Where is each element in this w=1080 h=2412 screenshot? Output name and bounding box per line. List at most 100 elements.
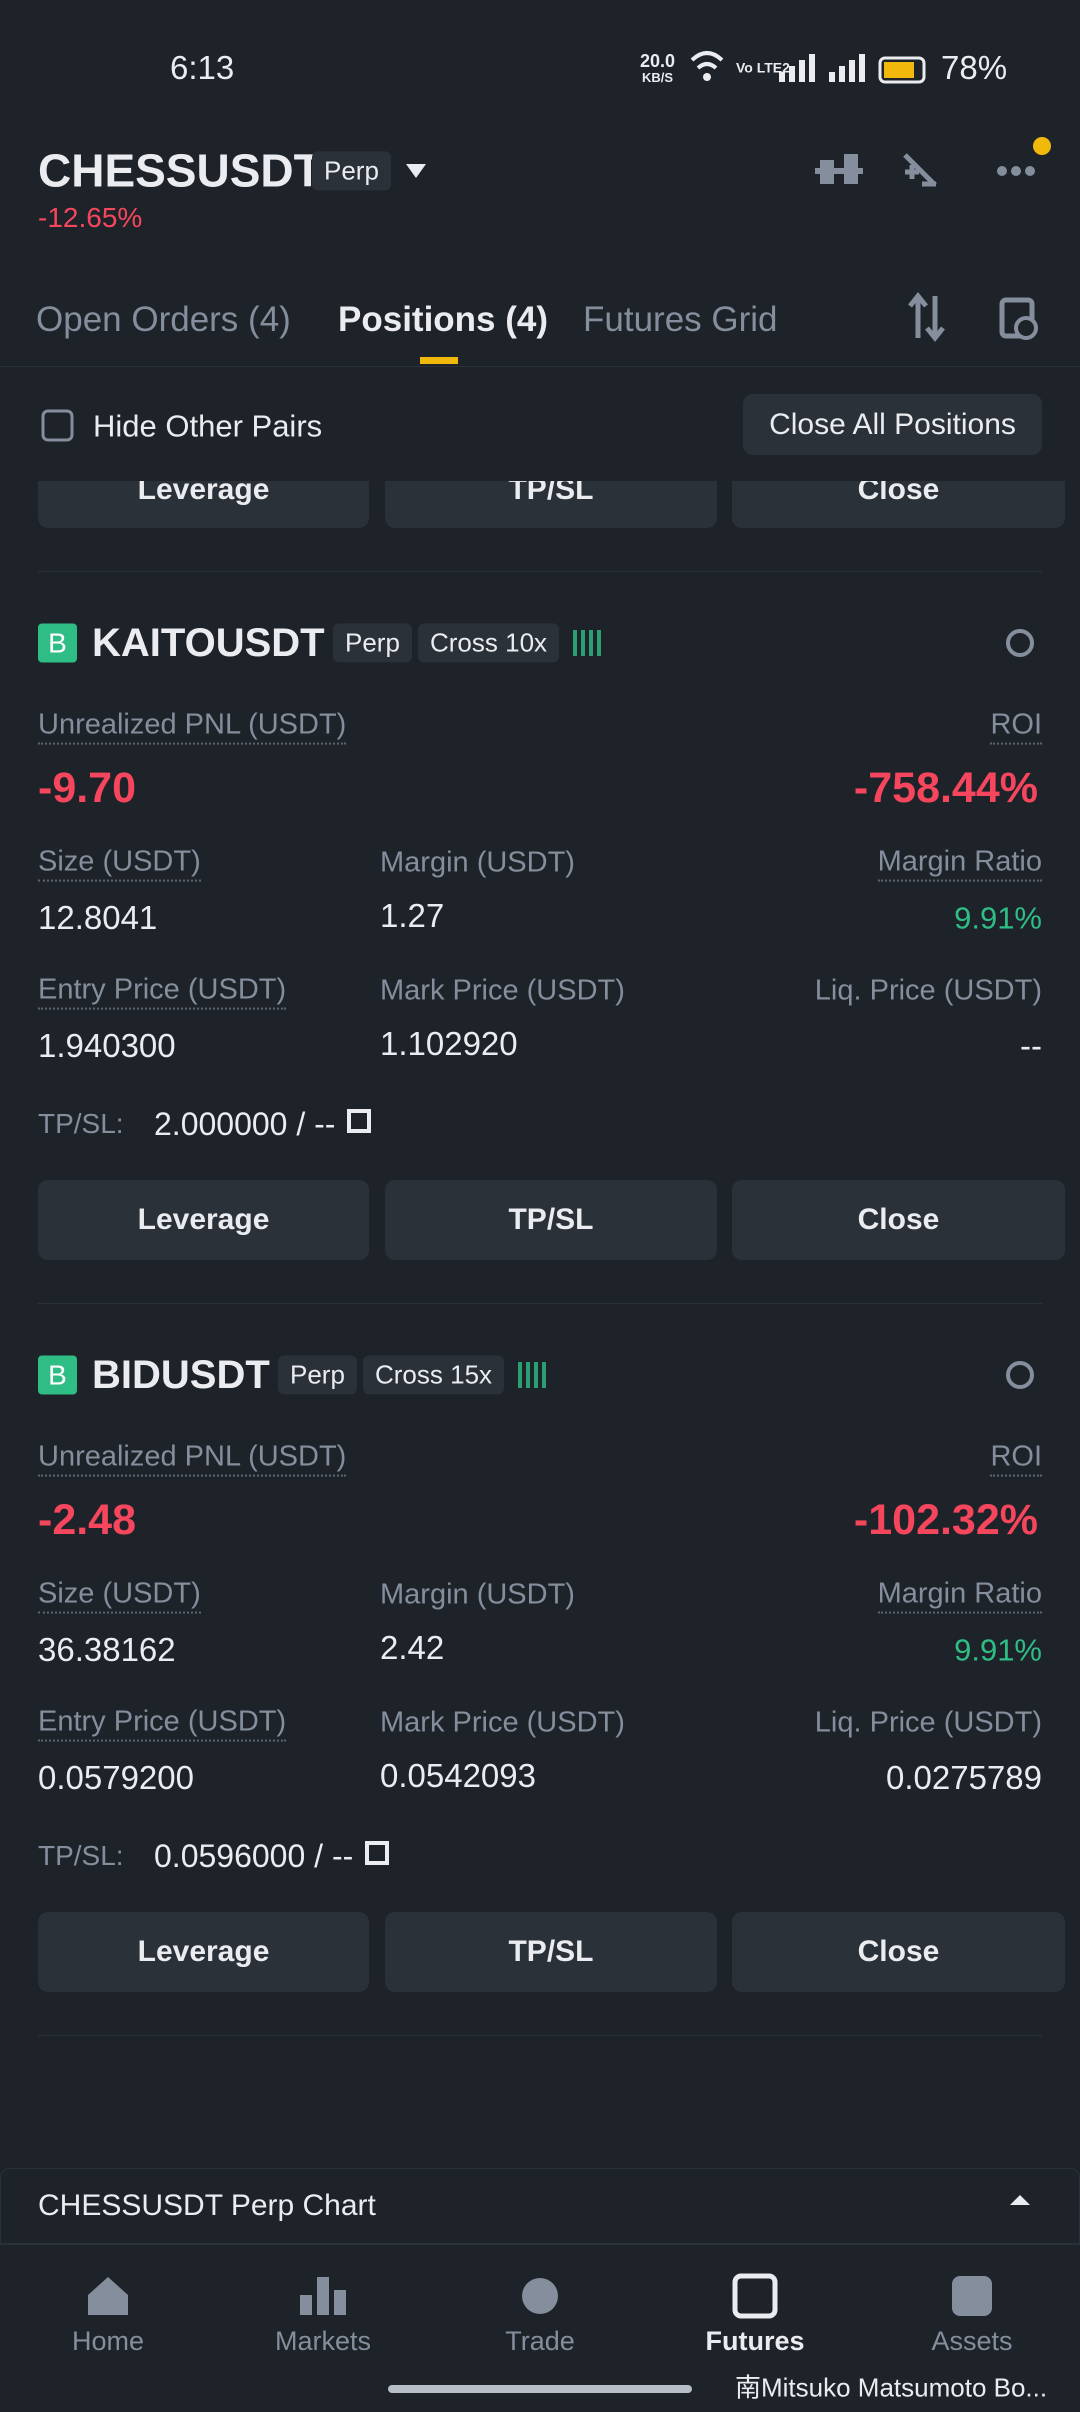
- margin-value: 2.42: [380, 1629, 445, 1667]
- share-icon[interactable]: [1006, 1361, 1034, 1389]
- size-value: 12.8041: [38, 899, 158, 937]
- position-button[interactable]: Leverage: [38, 1912, 369, 1992]
- button[interactable]: Leverage: [38, 481, 369, 528]
- nav-item[interactable]: Markets: [274, 2325, 372, 2356]
- nav-item[interactable]: Assets: [931, 2325, 1013, 2356]
- more-icon[interactable]: [997, 166, 1035, 176]
- position-button[interactable]: Close: [732, 1180, 1065, 1260]
- status-time: 6:13: [170, 49, 235, 87]
- calc-icon[interactable]: [903, 153, 937, 187]
- mode-badge: Cross 10x: [418, 623, 560, 663]
- tab[interactable]: Open Orders (4): [36, 300, 291, 339]
- edit-icon[interactable]: [347, 1109, 371, 1133]
- pnl-value: -9.70: [38, 764, 137, 813]
- home-indicator: [388, 2385, 692, 2393]
- divider: [38, 1303, 1042, 1304]
- entry-label: Entry Price (USDT): [38, 973, 287, 1010]
- size-label: Size (USDT): [38, 845, 201, 882]
- share-icon[interactable]: [1006, 629, 1034, 657]
- tpsl-value: 0.0596000 / --: [154, 1837, 354, 1874]
- mark-label: Mark Price (USDT): [380, 1706, 625, 1739]
- divider: [0, 366, 1080, 367]
- button[interactable]: Close: [732, 481, 1065, 528]
- liq-value: --: [1020, 1027, 1042, 1065]
- nav-bar: [0, 2244, 1080, 2245]
- tpsl-label: TP/SL:: [38, 1108, 124, 1140]
- margin-value: 1.27: [380, 897, 445, 935]
- perp-badge: Perp: [312, 151, 391, 191]
- risk-bars: [518, 1362, 546, 1388]
- pnl-value: -2.48: [38, 1496, 137, 1545]
- signal-icon: [779, 54, 815, 82]
- nav-icon[interactable]: [88, 2277, 128, 2315]
- ratio-value: 9.91%: [954, 1632, 1042, 1668]
- signal-icon: [829, 54, 865, 82]
- collapse-arrow[interactable]: [1010, 2195, 1030, 2205]
- entry-label: Entry Price (USDT): [38, 1705, 287, 1742]
- button[interactable]: TP/SL: [385, 481, 717, 528]
- checkbox[interactable]: [41, 409, 74, 442]
- symbol: CHESSUSDT: [38, 144, 322, 197]
- battery-icon: [878, 56, 926, 84]
- position-button[interactable]: Close: [732, 1912, 1065, 1992]
- nav-item[interactable]: Futures: [705, 2325, 805, 2356]
- mark-label: Mark Price (USDT): [380, 974, 625, 1007]
- history-icon[interactable]: [1014, 316, 1038, 340]
- roi-value: -102.32%: [853, 1496, 1038, 1545]
- close-all-button[interactable]: Close All Positions: [743, 394, 1042, 455]
- position-button[interactable]: Leverage: [38, 1180, 369, 1260]
- nav-item[interactable]: Trade: [505, 2325, 575, 2356]
- net-unit: KB/S: [642, 70, 674, 86]
- chart-bar-title[interactable]: CHESSUSDT Perp Chart: [38, 2189, 376, 2222]
- liq-value: 0.0275789: [886, 1759, 1042, 1797]
- margin-label: Margin (USDT): [380, 846, 575, 879]
- type-badge: Perp: [278, 1355, 357, 1395]
- tpsl-value: 2.000000 / --: [154, 1105, 336, 1142]
- position-button[interactable]: TP/SL: [385, 1912, 717, 1992]
- size-value: 36.38162: [38, 1631, 176, 1669]
- divider: [38, 2035, 1042, 2036]
- roi-value: -758.44%: [853, 764, 1038, 813]
- battery-level: [884, 62, 914, 78]
- wifi-icon: [703, 73, 711, 81]
- mode-badge: Cross 15x: [363, 1355, 505, 1395]
- risk-bars: [573, 630, 601, 656]
- side-icon: B: [38, 623, 77, 663]
- edit-icon[interactable]: [365, 1841, 389, 1865]
- tab[interactable]: Positions (4): [338, 300, 549, 339]
- position-button[interactable]: TP/SL: [385, 1180, 717, 1260]
- net-type: Vo LTE2: [736, 59, 790, 76]
- mark-value: 1.102920: [380, 1025, 518, 1063]
- margin-label: Margin (USDT): [380, 1578, 575, 1611]
- tpsl-label: TP/SL:: [38, 1840, 124, 1872]
- ratio-label: Margin Ratio: [877, 1577, 1042, 1614]
- watermark: 南Mitsuko Matsumoto Bo...: [735, 2372, 1048, 2403]
- nav-icon[interactable]: [732, 2273, 778, 2319]
- pnl-label: Unrealized PNL (USDT): [38, 708, 347, 745]
- tab[interactable]: Futures Grid: [583, 300, 778, 339]
- roi-label: ROI: [990, 1440, 1042, 1477]
- sort-icon[interactable]: [908, 291, 945, 343]
- chart-icon[interactable]: [815, 154, 863, 184]
- position-symbol: KAITOUSDT: [92, 621, 325, 665]
- mark-value: 0.0542093: [380, 1757, 536, 1795]
- clip: Leverage TP/SL Close: [0, 481, 1080, 528]
- ratio-label: Margin Ratio: [877, 845, 1042, 882]
- liq-label: Liq. Price (USDT): [814, 974, 1042, 1007]
- entry-value: 0.0579200: [38, 1759, 194, 1797]
- wifi-icon: [690, 51, 724, 70]
- nav-icon[interactable]: [952, 2276, 992, 2316]
- size-label: Size (USDT): [38, 1577, 201, 1614]
- notification-dot: [1033, 137, 1051, 155]
- nav-icon[interactable]: [300, 2277, 346, 2315]
- hide-label[interactable]: Hide Other Pairs: [93, 408, 323, 444]
- nav-icon[interactable]: [522, 2278, 558, 2314]
- position-symbol: BIDUSDT: [92, 1353, 270, 1397]
- battery-text: 78%: [941, 49, 1008, 87]
- ratio-value: 9.91%: [954, 900, 1042, 936]
- roi-label: ROI: [990, 708, 1042, 745]
- dropdown-arrow[interactable]: [406, 164, 426, 178]
- nav-item[interactable]: Home: [71, 2325, 145, 2356]
